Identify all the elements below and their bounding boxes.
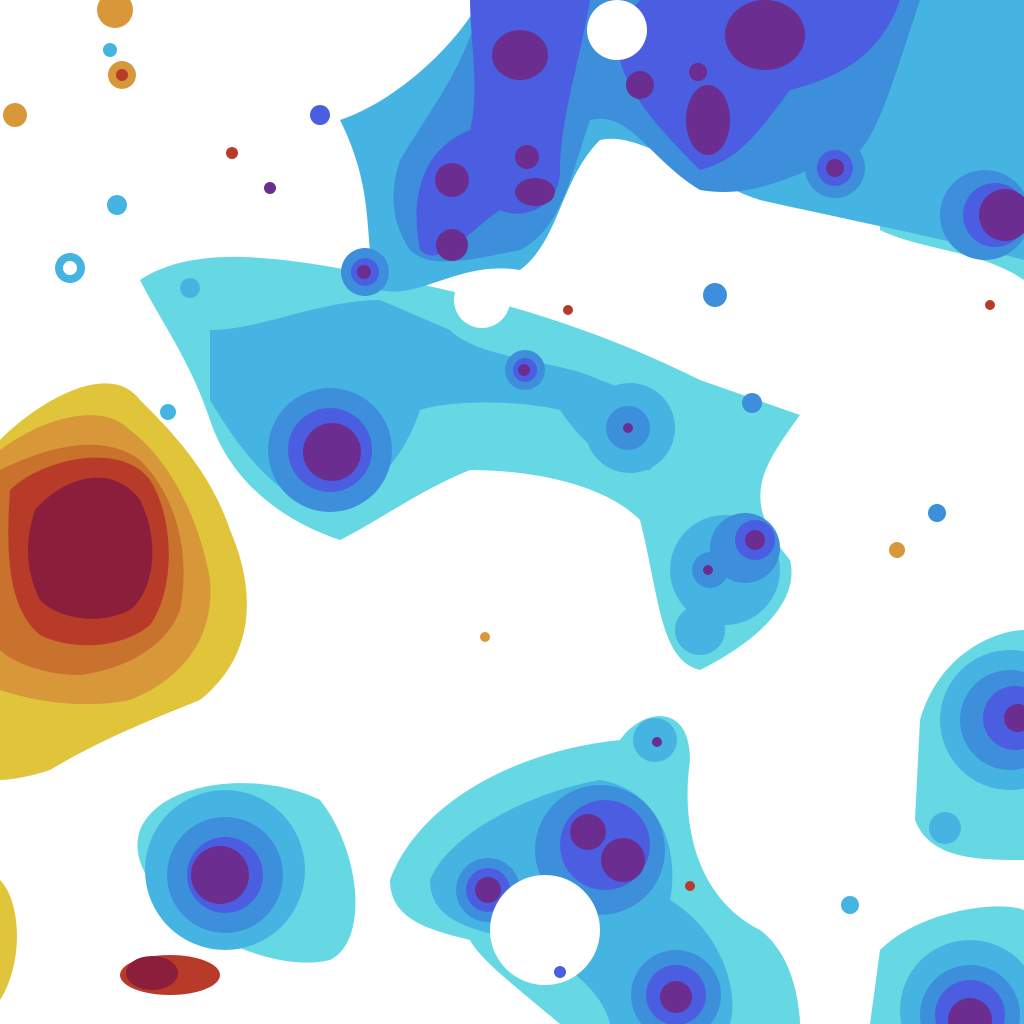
core	[725, 0, 805, 70]
warm-small-core	[126, 956, 178, 990]
warm-edge	[0, 880, 17, 1000]
warm-dot	[985, 300, 995, 310]
core	[1004, 704, 1024, 732]
core	[435, 163, 469, 197]
speck	[928, 504, 946, 522]
speck	[703, 283, 727, 307]
core	[601, 838, 645, 882]
speck	[107, 195, 127, 215]
hole	[490, 875, 600, 985]
core	[191, 846, 249, 904]
core	[689, 63, 707, 81]
core	[570, 814, 606, 850]
speck	[103, 43, 117, 57]
holes	[454, 0, 647, 985]
level-5-cores	[191, 0, 1024, 1024]
core	[436, 229, 468, 261]
speck	[264, 182, 276, 194]
core	[623, 423, 633, 433]
speck	[841, 896, 859, 914]
warm-dot	[226, 147, 238, 159]
warm-dot	[3, 103, 27, 127]
core	[626, 71, 654, 99]
core	[703, 565, 713, 575]
speck	[554, 966, 566, 978]
core	[948, 998, 992, 1024]
core	[515, 145, 539, 169]
core	[515, 178, 555, 206]
speck	[310, 105, 330, 125]
core	[518, 364, 530, 376]
core	[357, 265, 371, 279]
warm-dot	[563, 305, 573, 315]
warm-dot	[480, 632, 490, 642]
core	[652, 737, 662, 747]
hole	[587, 0, 647, 60]
speck	[742, 393, 762, 413]
warm-dot	[685, 881, 695, 891]
core	[979, 189, 1024, 241]
warm-dot	[97, 0, 133, 28]
core	[826, 159, 844, 177]
warm-dot	[889, 542, 905, 558]
warm-dot-core	[116, 69, 128, 81]
core	[745, 530, 765, 550]
blue-hill	[929, 812, 961, 844]
core	[475, 877, 501, 903]
core	[303, 423, 361, 481]
speck	[160, 404, 176, 420]
core	[492, 30, 548, 80]
core	[686, 85, 730, 155]
warm-hotspot	[0, 0, 995, 1000]
hole	[454, 272, 510, 328]
blue-hill	[675, 605, 725, 655]
core	[660, 981, 692, 1013]
ring	[983, 686, 1024, 750]
speck	[180, 278, 200, 298]
cool-specks	[55, 43, 946, 978]
speck-hole	[63, 261, 77, 275]
warm-5	[28, 477, 153, 619]
